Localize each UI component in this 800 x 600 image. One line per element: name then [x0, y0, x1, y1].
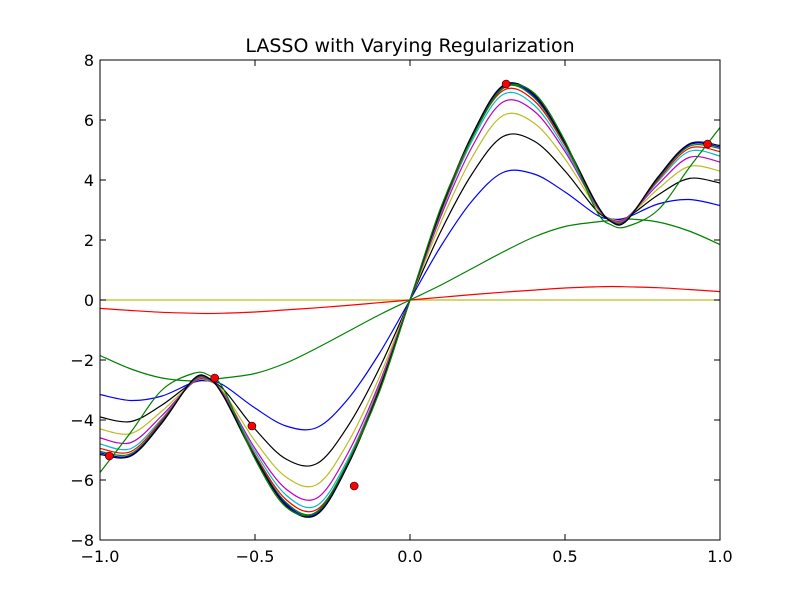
x-tick-label: −1.0 [81, 547, 120, 566]
y-tick-label: 0 [84, 291, 94, 310]
y-tick-label: −4 [70, 411, 94, 430]
y-tick-label: 6 [84, 111, 94, 130]
data-points-layer [105, 79, 712, 491]
x-tick-label: 1.0 [707, 547, 732, 566]
data-point-3 [247, 421, 257, 431]
data-point-6 [703, 139, 712, 149]
data-point-2 [210, 373, 219, 383]
y-tick-label: −6 [70, 471, 94, 490]
ticks-layer: −1.0 −0.5 0.0 0.5 1.0 −8 −6 −4 −2 0 2 4 6 8 [70, 51, 732, 566]
y-tick-label: 8 [84, 51, 94, 70]
y-tick-label: −2 [70, 351, 94, 370]
series-line-13 [100, 83, 720, 517]
x-tick-label: −0.5 [236, 547, 275, 566]
data-point-1 [105, 451, 114, 461]
series-layer [100, 82, 720, 518]
y-tick-label: 2 [84, 231, 94, 250]
data-point-4 [349, 481, 359, 491]
data-point-5 [501, 79, 511, 89]
x-tick-label: 0.0 [397, 547, 422, 566]
y-tick-label: −8 [70, 531, 94, 550]
y-tick-label: 4 [84, 171, 94, 190]
chart-title: LASSO with Varying Regularization [245, 35, 574, 57]
plot-frame [99, 59, 721, 541]
x-tick-label: 0.5 [552, 547, 577, 566]
